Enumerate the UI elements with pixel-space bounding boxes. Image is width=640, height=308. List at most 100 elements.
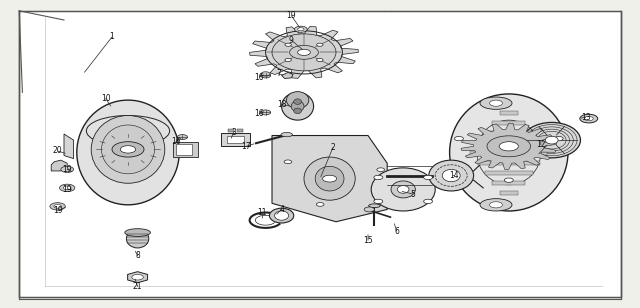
Circle shape: [424, 199, 433, 204]
Ellipse shape: [287, 92, 309, 109]
Bar: [485, 131, 532, 135]
Circle shape: [260, 73, 271, 78]
Polygon shape: [282, 72, 293, 79]
Ellipse shape: [371, 168, 435, 211]
Circle shape: [490, 202, 502, 208]
Ellipse shape: [487, 136, 531, 157]
Text: 10: 10: [100, 94, 111, 103]
Bar: [500, 191, 518, 195]
Circle shape: [377, 168, 385, 172]
Text: 16: 16: [171, 137, 181, 146]
Bar: [176, 144, 192, 155]
Circle shape: [298, 28, 304, 31]
Polygon shape: [64, 134, 74, 159]
Bar: [477, 161, 540, 165]
Text: 12: 12: [536, 140, 545, 149]
Ellipse shape: [281, 132, 292, 137]
Circle shape: [374, 175, 383, 180]
Ellipse shape: [480, 97, 512, 109]
Circle shape: [284, 160, 292, 164]
Ellipse shape: [480, 199, 512, 211]
Text: 19: 19: [62, 185, 72, 194]
Bar: [237, 129, 243, 132]
Ellipse shape: [127, 229, 148, 248]
Ellipse shape: [294, 108, 301, 114]
Text: 8: 8: [135, 251, 140, 260]
Circle shape: [50, 203, 65, 210]
Circle shape: [120, 146, 136, 153]
Polygon shape: [272, 136, 387, 222]
Circle shape: [317, 43, 323, 46]
Text: 2: 2: [330, 143, 335, 152]
Bar: [492, 121, 525, 125]
Text: 14: 14: [449, 171, 460, 180]
Text: 5: 5: [410, 189, 415, 199]
Polygon shape: [461, 123, 557, 169]
Bar: [221, 133, 250, 146]
Text: 16: 16: [254, 72, 264, 82]
Bar: [470, 151, 547, 155]
Ellipse shape: [102, 125, 154, 174]
Text: 1: 1: [109, 32, 115, 42]
Ellipse shape: [298, 49, 310, 55]
Circle shape: [490, 100, 502, 106]
Text: 11: 11: [258, 208, 267, 217]
Polygon shape: [51, 160, 67, 171]
Circle shape: [317, 59, 323, 62]
Circle shape: [60, 184, 75, 192]
Ellipse shape: [290, 46, 319, 59]
Circle shape: [177, 135, 188, 140]
Polygon shape: [250, 26, 358, 78]
Ellipse shape: [282, 92, 314, 120]
Ellipse shape: [316, 166, 344, 191]
Bar: [228, 129, 234, 132]
Ellipse shape: [580, 114, 598, 123]
Ellipse shape: [545, 136, 558, 144]
Ellipse shape: [397, 185, 409, 193]
Text: 15: 15: [363, 236, 373, 245]
Circle shape: [424, 175, 433, 180]
Ellipse shape: [91, 116, 165, 183]
Bar: [227, 136, 244, 143]
Circle shape: [285, 59, 291, 62]
Bar: [485, 171, 532, 175]
Text: 20: 20: [52, 146, 63, 156]
Bar: [477, 140, 540, 145]
Ellipse shape: [291, 101, 304, 111]
Circle shape: [374, 199, 383, 204]
Ellipse shape: [364, 207, 374, 212]
Text: 3: 3: [231, 128, 236, 137]
Ellipse shape: [429, 160, 474, 191]
Ellipse shape: [304, 157, 355, 200]
Ellipse shape: [275, 211, 289, 220]
Ellipse shape: [86, 116, 170, 146]
Circle shape: [260, 110, 271, 115]
Text: 13: 13: [580, 112, 591, 122]
Ellipse shape: [450, 94, 568, 211]
Circle shape: [61, 166, 74, 172]
Text: 6: 6: [394, 226, 399, 236]
Text: 19: 19: [62, 165, 72, 174]
Circle shape: [112, 142, 144, 157]
Circle shape: [316, 203, 324, 206]
Circle shape: [554, 136, 563, 141]
Ellipse shape: [77, 100, 179, 205]
Circle shape: [454, 136, 463, 141]
Ellipse shape: [125, 229, 150, 237]
Ellipse shape: [294, 99, 301, 104]
Circle shape: [54, 205, 61, 208]
Bar: [500, 111, 518, 115]
Text: 21: 21: [133, 282, 142, 291]
Bar: [173, 142, 198, 157]
Circle shape: [504, 178, 513, 182]
Ellipse shape: [584, 116, 593, 121]
Bar: [492, 180, 525, 185]
Ellipse shape: [499, 142, 518, 151]
Ellipse shape: [323, 175, 337, 182]
Text: 16: 16: [254, 109, 264, 119]
Text: 19: 19: [286, 11, 296, 20]
Text: 9: 9: [289, 35, 294, 45]
Circle shape: [261, 72, 270, 76]
Text: 18: 18: [277, 100, 286, 109]
Text: 4: 4: [279, 205, 284, 214]
